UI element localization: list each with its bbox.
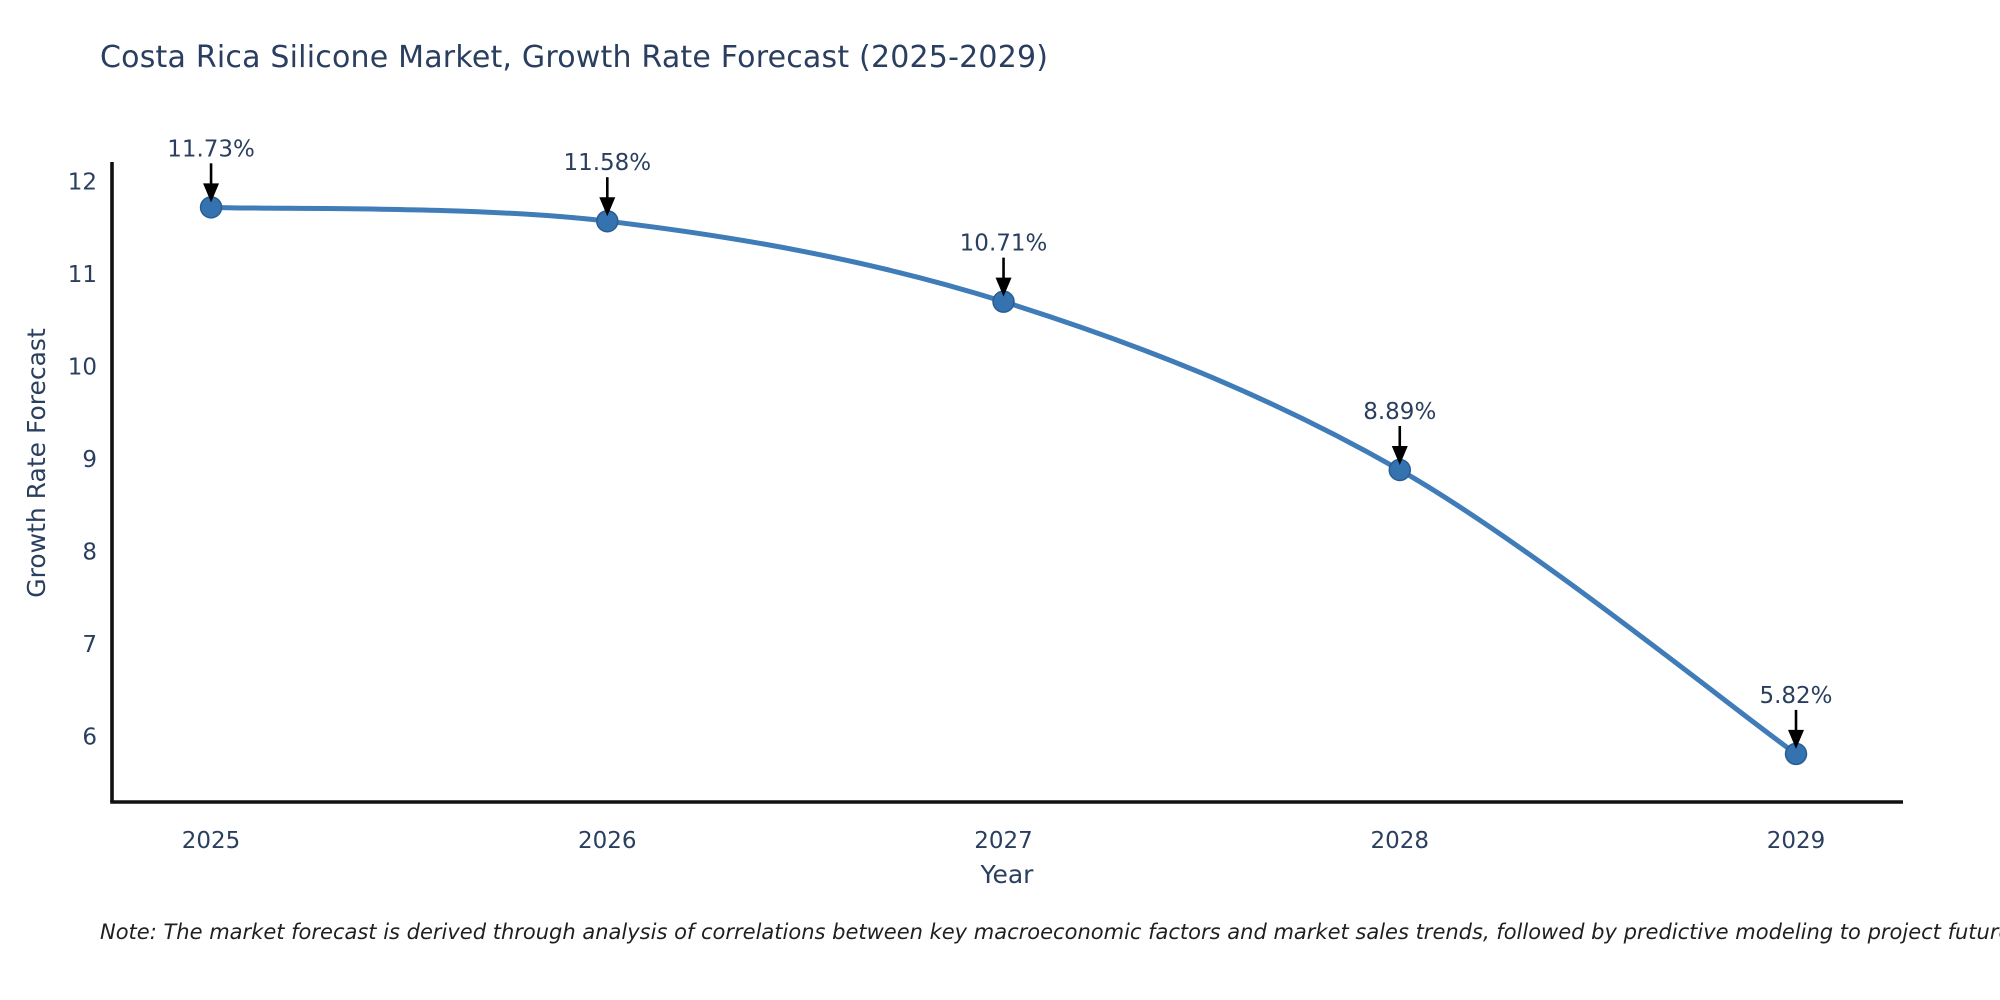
annotation-label: 10.71% — [960, 231, 1048, 257]
x-tick-label: 2026 — [578, 828, 637, 854]
y-tick-label: 8 — [82, 539, 97, 565]
y-tick-label: 7 — [82, 632, 97, 658]
y-tick-label: 10 — [68, 354, 97, 380]
annotation-arrow-head — [203, 183, 220, 203]
annotation-label: 8.89% — [1363, 399, 1436, 425]
y-tick-label: 9 — [82, 447, 97, 473]
annotation-arrow-head — [599, 197, 616, 217]
x-tick-label: 2029 — [1767, 828, 1826, 854]
annotation-label: 5.82% — [1759, 683, 1832, 709]
y-tick-label: 12 — [68, 169, 97, 195]
annotation-arrow-head — [1788, 729, 1805, 749]
annotation-arrow-head — [1391, 445, 1408, 465]
chart-title: Costa Rica Silicone Market, Growth Rate … — [100, 40, 1049, 75]
x-axis-title: Year — [980, 860, 1034, 889]
x-tick-label: 2025 — [182, 828, 241, 854]
x-tick-label: 2027 — [974, 828, 1033, 854]
y-tick-label: 11 — [68, 262, 97, 288]
x-tick-label: 2028 — [1371, 828, 1430, 854]
y-tick-label: 6 — [82, 724, 97, 750]
y-axis-title: Growth Rate Forecast — [22, 328, 51, 598]
annotation-label: 11.58% — [563, 150, 651, 176]
annotation-arrow-head — [995, 277, 1012, 297]
annotation-label: 11.73% — [167, 136, 255, 162]
footnote-text: Note: The market forecast is derived thr… — [100, 920, 2000, 944]
